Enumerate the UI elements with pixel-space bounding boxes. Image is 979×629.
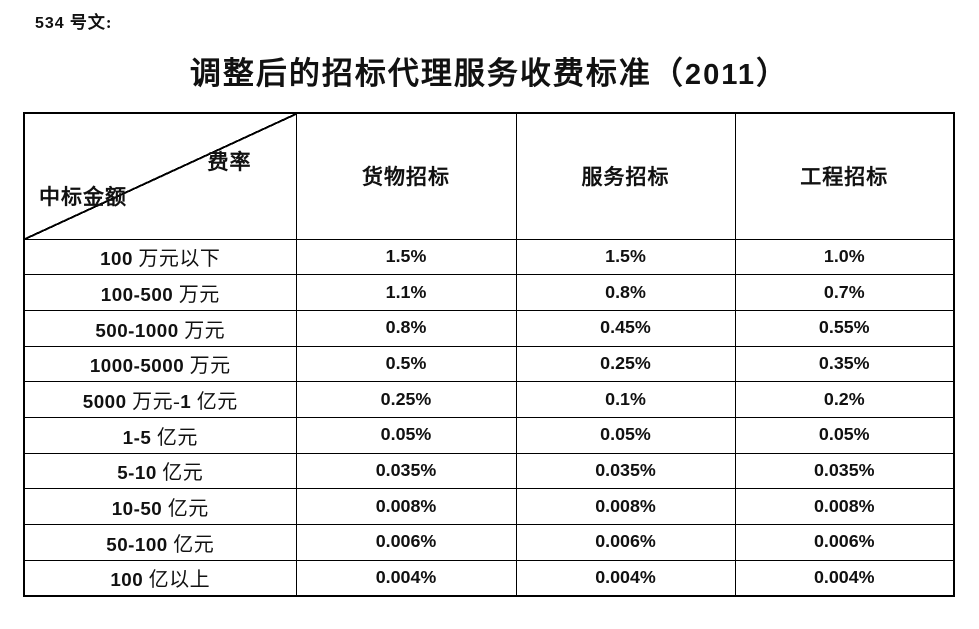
- column-header-engineering: 工程招标: [734, 112, 955, 240]
- table-row: 100-500 万元 1.1% 0.8% 0.7%: [23, 274, 955, 311]
- fee-rate-value: 0.008%: [295, 488, 517, 525]
- fee-rate-value: 0.035%: [734, 452, 955, 490]
- fee-rate-value: 0.05%: [295, 416, 517, 454]
- fee-rate-value: 0.004%: [295, 559, 517, 597]
- table-row: 50-100 亿元 0.006% 0.006% 0.006%: [23, 524, 955, 561]
- fee-rate-value: 0.035%: [515, 452, 736, 490]
- row-label-amount-tier: 5000 万元-1 亿元: [23, 381, 297, 418]
- doc-reference-number: 534 号文:: [35, 13, 113, 32]
- fee-rate-value: 0.5%: [295, 345, 517, 383]
- fee-rate-value: 0.05%: [734, 416, 955, 454]
- fee-rate-value: 0.7%: [734, 274, 955, 311]
- row-label-amount-tier: 100 万元以下: [23, 238, 297, 276]
- fee-rate-value: 0.2%: [734, 381, 955, 418]
- table-row: 100 亿以上 0.004% 0.004% 0.004%: [23, 559, 955, 597]
- row-label-amount-tier: 500-1000 万元: [23, 309, 297, 347]
- row-label-amount-tier: 10-50 亿元: [23, 488, 297, 525]
- fee-rate-value: 1.0%: [734, 238, 955, 276]
- fee-standard-table: 费率 中标金额 货物招标 服务招标 工程招标 100 万元以下 1.5% 1.5% 1…: [23, 112, 955, 597]
- table-row: 5000 万元-1 亿元 0.25% 0.1% 0.2%: [23, 381, 955, 418]
- fee-rate-value: 0.25%: [515, 345, 736, 383]
- fee-rate-value: 1.5%: [295, 238, 517, 276]
- column-header-services: 服务招标: [515, 112, 736, 240]
- fee-rate-value: 1.1%: [295, 274, 517, 311]
- fee-rate-value: 0.1%: [515, 381, 736, 418]
- page-title: 调整后的招标代理服务收费标准（2011）: [189, 56, 790, 91]
- fee-rate-value: 0.004%: [515, 559, 736, 597]
- fee-rate-value: 0.004%: [734, 559, 955, 597]
- fee-rate-value: 1.5%: [515, 238, 736, 276]
- row-label-amount-tier: 100 亿以上: [23, 559, 297, 597]
- table-row: 10-50 亿元 0.008% 0.008% 0.008%: [23, 488, 955, 525]
- row-label-amount-tier: 1000-5000 万元: [23, 345, 297, 383]
- fee-rate-value: 0.55%: [734, 309, 955, 347]
- fee-rate-value: 0.006%: [515, 524, 736, 561]
- fee-rate-value: 0.25%: [295, 381, 517, 418]
- fee-rate-value: 0.035%: [295, 452, 517, 490]
- fee-rate-value: 0.35%: [734, 345, 955, 383]
- table-row: 500-1000 万元 0.8% 0.45% 0.55%: [23, 309, 955, 347]
- row-label-amount-tier: 50-100 亿元: [23, 524, 297, 561]
- table-row: 1000-5000 万元 0.5% 0.25% 0.35%: [23, 345, 955, 383]
- column-header-goods: 货物招标: [295, 112, 517, 240]
- row-label-amount-tier: 100-500 万元: [23, 274, 297, 311]
- fee-table-body: 100 万元以下 1.5% 1.5% 1.0% 100-500 万元 1.1% 0.8% 0.…: [23, 238, 955, 597]
- table-row: 100 万元以下 1.5% 1.5% 1.0%: [23, 238, 955, 276]
- corner-rate-label: 费率: [207, 150, 252, 174]
- fee-rate-value: 0.008%: [734, 488, 955, 525]
- diagonal-corner-cell: 费率 中标金额: [23, 112, 297, 240]
- table-row: 5-10 亿元 0.035% 0.035% 0.035%: [23, 452, 955, 490]
- fee-rate-value: 0.006%: [295, 524, 517, 561]
- header-row: 费率 中标金额 货物招标 服务招标 工程招标: [23, 112, 955, 240]
- row-label-amount-tier: 5-10 亿元: [23, 452, 297, 490]
- fee-rate-value: 0.006%: [734, 524, 955, 561]
- fee-rate-value: 0.05%: [515, 416, 736, 454]
- fee-rate-value: 0.8%: [295, 309, 517, 347]
- corner-amount-label: 中标金额: [39, 184, 127, 209]
- fee-rate-value: 0.008%: [515, 488, 736, 525]
- fee-rate-value: 0.8%: [515, 274, 736, 311]
- fee-rate-value: 0.45%: [515, 309, 736, 347]
- row-label-amount-tier: 1-5 亿元: [23, 416, 297, 454]
- table-row: 1-5 亿元 0.05% 0.05% 0.05%: [23, 416, 955, 454]
